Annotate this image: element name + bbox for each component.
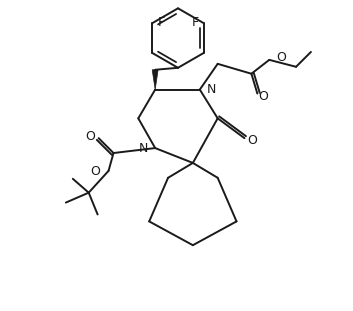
Text: O: O [91, 165, 101, 178]
Text: O: O [276, 51, 286, 64]
Text: F: F [157, 16, 165, 29]
Text: O: O [247, 134, 257, 147]
Text: N: N [139, 142, 148, 155]
Text: O: O [85, 130, 95, 143]
Text: O: O [258, 90, 268, 103]
Polygon shape [152, 70, 158, 90]
Text: N: N [207, 83, 216, 96]
Text: F: F [191, 16, 198, 29]
